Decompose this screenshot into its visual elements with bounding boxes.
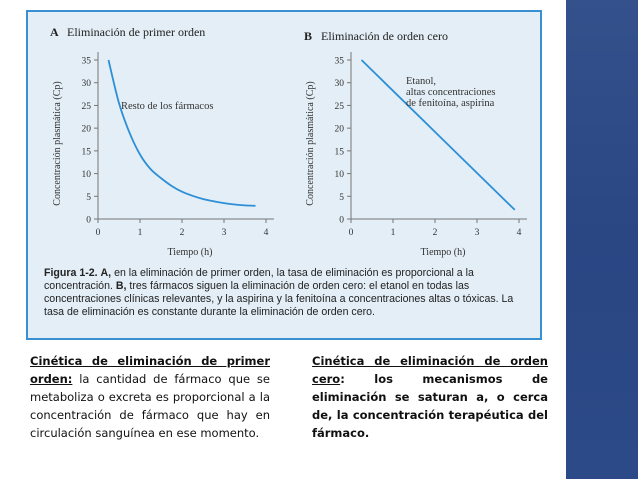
series-line: [107, 59, 256, 207]
first-order-body: la cantidad de fármaco que se metaboliza…: [30, 372, 270, 440]
x-tick-label: 0: [96, 228, 101, 238]
x-tick-label: 3: [475, 228, 480, 238]
chart-panel-a: A Eliminación de primer orden051015202530…: [50, 25, 274, 258]
chart-title: Eliminación de primer orden: [67, 25, 205, 39]
y-tick-label: 0: [86, 216, 91, 226]
y-tick-label: 30: [335, 79, 345, 89]
figure-box: A Eliminación de primer orden 0 5 10 15 20 25 30…: [26, 10, 542, 340]
y-tick-label: 10: [82, 170, 92, 180]
zero-order-heading: Cinética de eliminación de orden cero: [312, 354, 548, 386]
series-line: [360, 59, 516, 211]
y-tick-label: 5: [339, 193, 344, 203]
x-tick-label: 4: [517, 228, 522, 238]
figure-caption: Figura 1-2. A, en la eliminación de prim…: [44, 267, 530, 319]
y-tick-label: 25: [335, 102, 345, 112]
y-tick-label: 15: [82, 147, 92, 157]
chart-annotation: Resto de los fármacos: [121, 101, 213, 112]
y-tick-label: 5: [86, 193, 91, 203]
caption-part-b: tres fármacos siguen la eliminación de o…: [44, 280, 514, 318]
y-tick-label: 25: [82, 102, 92, 112]
zero-order-text: Cinética de eliminación de orden cero: l…: [312, 352, 548, 442]
first-order-text: Cinética de eliminación de primer orden:…: [30, 352, 270, 442]
chart-annotation: Etanol,: [406, 76, 436, 87]
y-tick-label: 35: [335, 57, 345, 67]
caption-b-letter: B,: [115, 280, 127, 292]
panel-letter: B: [304, 29, 312, 43]
y-axis-title: Concentración plasmática (Cp): [305, 81, 316, 205]
x-axis-title: Tiempo (h): [168, 247, 213, 258]
x-tick-label: 3: [222, 228, 227, 238]
x-tick-label: 1: [138, 228, 143, 238]
figure-charts: A Eliminación de primer orden051015202530…: [50, 25, 527, 258]
x-axis-title: Tiempo (h): [421, 247, 466, 258]
y-tick-label: 10: [335, 170, 345, 180]
chart-title: Eliminación de orden cero: [321, 29, 448, 43]
chart-panel-b: B Eliminación de orden cero05101520253035…: [304, 29, 527, 258]
panel-letter: A: [50, 25, 59, 39]
y-tick-label: 20: [335, 125, 345, 135]
y-tick-label: 0: [339, 216, 344, 226]
chart-annotation: de fenitoína, aspirina: [406, 98, 495, 109]
x-tick-label: 2: [180, 228, 185, 238]
y-tick-label: 20: [82, 125, 92, 135]
y-tick-label: 30: [82, 79, 92, 89]
y-tick-label: 35: [82, 57, 92, 67]
y-tick-label: 15: [335, 147, 345, 157]
x-tick-label: 2: [433, 228, 438, 238]
caption-label: Figura 1-2.: [44, 267, 98, 279]
x-tick-label: 1: [391, 228, 396, 238]
slide-sidebar: [566, 0, 638, 479]
zero-order-body: : los mecanismos de eliminación se satur…: [312, 372, 548, 440]
x-tick-label: 0: [349, 228, 354, 238]
chart-annotation: altas concentraciones: [406, 87, 496, 98]
first-order-heading: Cinética de eliminación de primer orden:: [30, 354, 270, 386]
y-axis-title: Concentración plasmática (Cp): [52, 81, 63, 205]
caption-a-letter: A,: [100, 267, 112, 279]
caption-part-a: en la eliminación de primer orden, la ta…: [44, 267, 474, 292]
x-tick-label: 4: [264, 228, 269, 238]
